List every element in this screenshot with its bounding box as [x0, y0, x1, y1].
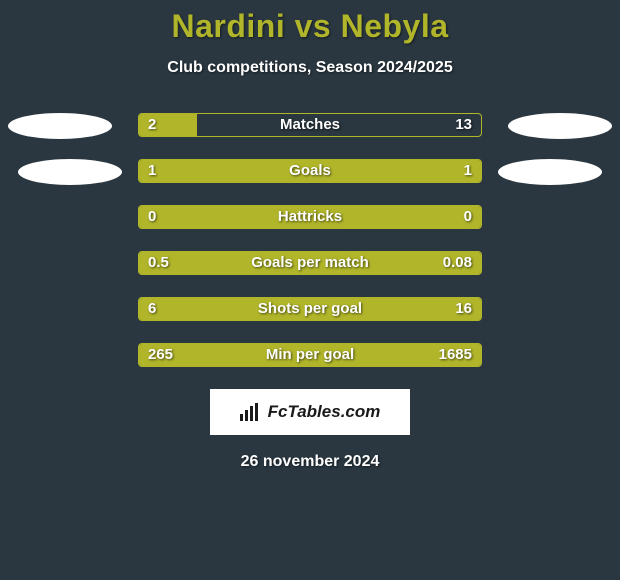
stat-row: 213Matches	[138, 113, 482, 137]
stat-label: Hattricks	[138, 205, 482, 229]
player-left-oval-1	[8, 113, 112, 139]
badge-text: FcTables.com	[268, 402, 381, 422]
fctables-badge[interactable]: FcTables.com	[210, 389, 410, 435]
stat-label: Matches	[138, 113, 482, 137]
stat-row: 0.50.08Goals per match	[138, 251, 482, 275]
player-right-oval-1	[508, 113, 612, 139]
stat-row: 616Shots per goal	[138, 297, 482, 321]
page-title: Nardini vs Nebyla	[0, 8, 620, 45]
date-label: 26 november 2024	[0, 453, 620, 471]
subtitle: Club competitions, Season 2024/2025	[0, 59, 620, 77]
comparison-card: Nardini vs Nebyla Club competitions, Sea…	[0, 0, 620, 471]
stat-label: Shots per goal	[138, 297, 482, 321]
stat-row: 11Goals	[138, 159, 482, 183]
player-left-oval-2	[18, 159, 122, 185]
stat-label: Min per goal	[138, 343, 482, 367]
stat-label: Goals	[138, 159, 482, 183]
stat-row: 2651685Min per goal	[138, 343, 482, 367]
stat-rows: 213Matches 11Goals 00Hattricks 0.50.08Goals…	[0, 113, 620, 367]
chart-icon	[240, 403, 262, 421]
player-right-oval-2	[498, 159, 602, 185]
stat-row: 00Hattricks	[138, 205, 482, 229]
stat-label: Goals per match	[138, 251, 482, 275]
chart-area: 213Matches 11Goals 00Hattricks 0.50.08Goals…	[0, 113, 620, 367]
